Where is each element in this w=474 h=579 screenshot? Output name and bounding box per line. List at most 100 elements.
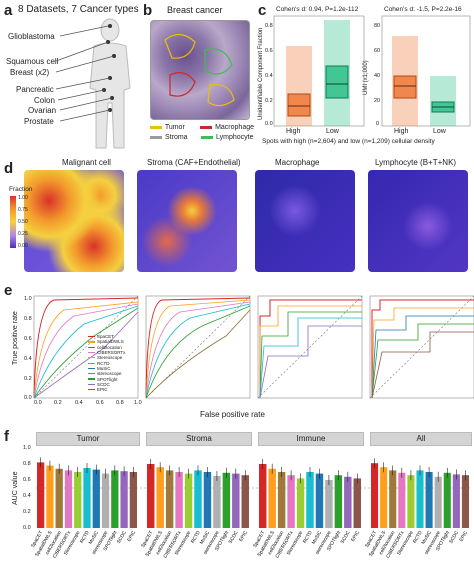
auc-bar-all-scdc (452, 474, 460, 528)
c-right-ytick-1: 20 (374, 98, 381, 104)
f-ytick-06: 0.6 (23, 477, 31, 483)
box-high (287, 93, 311, 117)
fraction-tick-050: 0.50 (18, 219, 28, 225)
e1-xtick-3: 0.6 (96, 400, 104, 406)
f-ytick-10: 1.0 (23, 445, 31, 451)
c-left-ytick-1: 0.2 (265, 98, 273, 104)
auc-bar-stroma-epic (241, 475, 249, 528)
roc-legend-cibersortx: CIBERSORTx (97, 350, 126, 356)
panel-a-title: 8 Datasets, 7 Cancer types (18, 4, 139, 15)
map-macrophage (255, 170, 355, 272)
legend-label-stroma: Stroma (165, 133, 188, 141)
fraction-tick-000: 0.00 (18, 243, 28, 249)
roc-legend: SpaCET SpatialDWLS cell2location CIBERSO… (88, 334, 134, 392)
auc-bar-immune-stereoscope (325, 480, 333, 528)
auc-bar-all-cibersortx (398, 472, 406, 528)
auc-bar-stroma-spotlight (222, 472, 231, 528)
roc-legend-spacet: SpaCET (97, 334, 115, 340)
auc-bar-all-stereoscope (434, 476, 442, 528)
panel-c-xlabel: Spots with high (n=2,604) and low (n=1,2… (262, 138, 435, 145)
e1-xtick-0: 0.0 (34, 400, 42, 406)
roc-plot-2 (145, 295, 251, 399)
map-title-stroma: Stroma (CAF+Endothelial) (147, 158, 241, 167)
auc-bar-tumor-stereoscope (74, 472, 82, 528)
auc-bar-immune-spacet (259, 464, 267, 528)
auc-bar-stroma-spatialdwls (156, 467, 164, 528)
roc-plot-4 (369, 295, 474, 399)
box-high-umi (393, 75, 417, 99)
auc-method-label: EPIC (238, 530, 249, 543)
auc-bar-stroma-stereoscope (213, 476, 221, 528)
map-title-malignant: Malignant cell (62, 158, 111, 167)
roc-legend-epic: EPIC (97, 387, 108, 393)
roc-legend-scdc: SCDC (97, 381, 110, 387)
e-ytick-0: 0.0 (24, 395, 32, 401)
fraction-legend-title: Fraction (9, 186, 33, 193)
site-prostate: Prostate (24, 117, 54, 126)
auc-bar-stroma-scdc (232, 473, 240, 528)
legend-swatch-macrophage (200, 125, 213, 129)
panel-b-title: Breast cancer (167, 5, 223, 15)
map-malignant (24, 170, 124, 272)
panel-d-label: d (4, 160, 14, 177)
auc-bar-tumor-epic (129, 472, 137, 528)
site-ovarian: Ovarian (28, 106, 57, 115)
auc-bar-all-spacet (371, 463, 379, 528)
auc-bar-stroma-spacet (147, 464, 155, 528)
e-ytick-1: 0.2 (24, 376, 32, 382)
group-header-stroma: Stroma (146, 432, 252, 446)
auc-bar-all-rctd (416, 470, 424, 528)
auc-bar-stroma-cell2location (165, 470, 174, 528)
e-ytick-4: 0.8 (24, 316, 32, 322)
auc-bar-all-cell2location (389, 470, 397, 528)
c-left-cat-low: Low (326, 128, 339, 135)
auc-bar-stroma-music (203, 472, 212, 528)
auc-bar-immune-music (315, 473, 324, 528)
auc-bar-stroma-cibersortx (175, 472, 183, 528)
e-ytick-5: 1.0 (24, 296, 32, 302)
tissue-legend: Tumor Macrophage Stroma Lymphocyte (150, 122, 254, 142)
auc-bar-tumor-stereoscope (101, 473, 110, 528)
roc-legend-music: MuSiC (97, 365, 111, 371)
auc-bar-immune-cell2location (277, 472, 286, 528)
auc-bar-immune-cibersortx (287, 475, 295, 528)
group-header-tumor: Tumor (36, 432, 140, 446)
panel-c-right-title: Cohen's d: -1.5, P=2.2e-16 (384, 6, 462, 13)
auc-method-label: SCDC (340, 530, 352, 545)
f-ytick-00: 0.0 (23, 525, 31, 531)
auc-bar-all-epic (461, 475, 469, 528)
panel-c-left-plot (273, 15, 365, 127)
c-right-ytick-3: 60 (374, 48, 381, 54)
panel-c-label: c (258, 2, 267, 19)
auc-bar-immune-epic (353, 478, 361, 528)
breast-tissue-image (150, 20, 250, 120)
auc-bar-tumor-spacet (37, 462, 45, 528)
fraction-tick-025: 0.25 (18, 231, 28, 237)
e-ytick-2: 0.4 (24, 356, 32, 362)
legend-label-macrophage: Macrophage (215, 123, 254, 131)
auc-method-label: SCDC (228, 530, 240, 545)
map-title-macrophage: Macrophage (275, 158, 320, 167)
auc-bar-tumor-spotlight (111, 470, 119, 528)
e1-xtick-5: 1.0 (134, 400, 142, 406)
c-left-ytick-4: 0.8 (265, 23, 273, 29)
auc-bar-tumor-spatialdwls (46, 465, 54, 528)
map-lymphocyte (368, 170, 468, 272)
auc-bar-immune-stereoscope (296, 478, 305, 528)
panel-c-right-plot (381, 15, 471, 127)
site-glioblastoma: Glioblastoma (8, 32, 55, 41)
site-colon: Colon (34, 96, 55, 105)
auc-bar-immune-spatialdwls (268, 468, 276, 528)
auc-method-label: SCDC (448, 530, 460, 545)
map-title-lymphocyte: Lymphocyte (B+T+NK) (375, 158, 457, 167)
auc-bar-all-music (425, 472, 433, 528)
site-connector-lines (55, 25, 115, 122)
roc-legend-spotlight: SPOTlight (97, 376, 118, 382)
panel-e-xlabel: False positive rate (200, 410, 265, 419)
panel-a-label: a (4, 2, 13, 19)
e1-xtick-2: 0.4 (75, 400, 83, 406)
group-header-all: All (370, 432, 472, 446)
e-ytick-3: 0.6 (24, 336, 32, 342)
auc-bar-all-spotlight (443, 472, 451, 528)
